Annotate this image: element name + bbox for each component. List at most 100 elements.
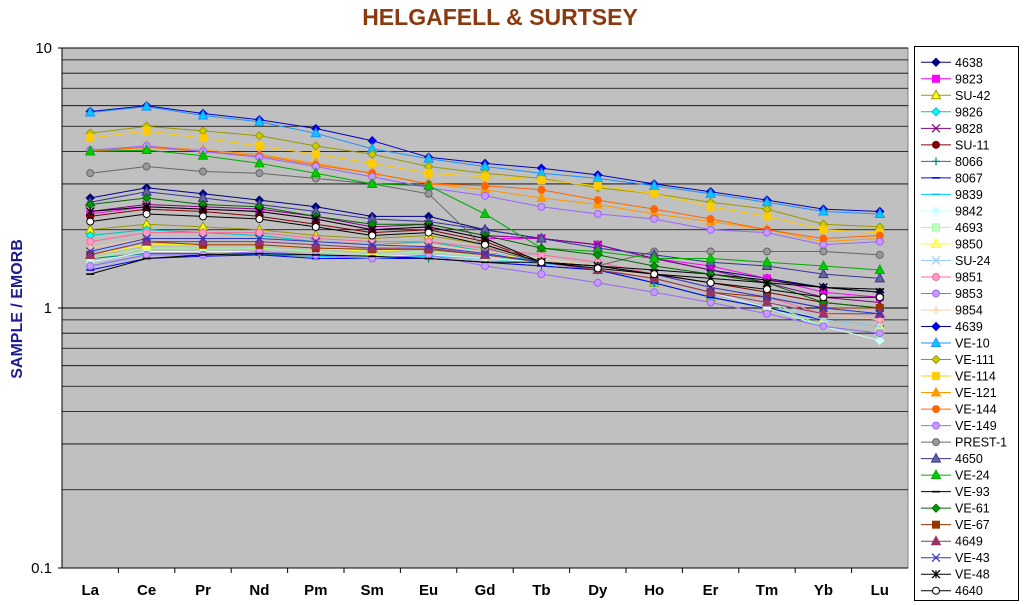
legend-item: 9839 xyxy=(921,188,983,202)
data-point xyxy=(593,250,603,260)
data-point xyxy=(367,149,377,160)
data-point xyxy=(536,191,547,202)
data-point xyxy=(763,247,771,256)
legend-marker xyxy=(932,438,940,447)
data-point xyxy=(311,237,321,247)
legend-label: 8067 xyxy=(955,171,983,185)
data-point xyxy=(198,234,208,243)
legend-label: VE-10 xyxy=(955,337,990,351)
data-point xyxy=(310,127,322,138)
legend-label: VE-24 xyxy=(955,469,990,483)
legend-label: VE-67 xyxy=(955,518,990,532)
legend-marker xyxy=(931,553,941,563)
x-tick-label: Lu xyxy=(871,582,889,599)
chart-legend: 4638 9823 SU-42 9826 9828 SU-11 8066 8067 9839 98… xyxy=(914,46,1019,601)
data-point xyxy=(874,207,886,218)
data-point xyxy=(199,167,207,176)
data-point xyxy=(481,181,489,190)
legend-marker xyxy=(930,336,942,348)
legend-marker xyxy=(932,520,940,529)
legend-item: VE-43 xyxy=(921,551,990,565)
data-point xyxy=(593,264,602,273)
x-tick-label: Ce xyxy=(137,582,156,599)
data-point xyxy=(818,259,829,271)
data-point xyxy=(481,240,489,249)
data-point xyxy=(367,240,377,250)
legend-label: 9826 xyxy=(955,105,983,119)
legend-marker xyxy=(932,405,940,414)
legend-item: SU-11 xyxy=(921,138,990,152)
data-point xyxy=(86,262,95,271)
legend-item: 9842 xyxy=(921,204,983,218)
chart-plot: 10 1 0.1 La Ce Pr Nd Pm Sm Eu Gd Tb Dy Ho Er Tm Yb Lu xyxy=(31,40,909,599)
legend-label: 9842 xyxy=(955,204,983,218)
x-tick-label: Nd xyxy=(249,582,269,599)
data-point xyxy=(481,262,489,271)
data-point xyxy=(706,278,715,287)
legend-label: 9850 xyxy=(955,237,983,251)
x-tick-label: Tm xyxy=(756,582,779,599)
legend-item: SU-42 xyxy=(921,89,990,103)
data-point xyxy=(649,261,659,271)
data-point xyxy=(198,204,208,214)
y-tick-label: 0.1 xyxy=(31,560,52,577)
legend-item: 9851 xyxy=(921,270,983,284)
legend-item: VE-67 xyxy=(921,518,990,532)
data-point xyxy=(311,214,321,224)
data-point xyxy=(142,234,152,243)
data-point xyxy=(424,189,433,198)
legend-label: VE-43 xyxy=(955,551,990,565)
legend-marker xyxy=(930,386,942,397)
x-tick-label: Yb xyxy=(814,582,833,599)
legend-item: VE-48 xyxy=(921,568,990,582)
data-point xyxy=(142,209,151,218)
legend-label: VE-111 xyxy=(955,353,995,367)
data-point xyxy=(481,191,489,200)
data-point xyxy=(84,145,96,156)
data-point xyxy=(875,309,885,319)
legend-item: PREST-1 xyxy=(921,436,1007,450)
legend-label: 8066 xyxy=(955,155,983,169)
data-point xyxy=(141,100,152,111)
legend-marker xyxy=(931,569,941,579)
legend-label: VE-93 xyxy=(955,485,990,499)
x-tick-label: Ho xyxy=(644,582,664,599)
legend-item: VE-111 xyxy=(921,353,995,367)
data-point xyxy=(761,296,773,307)
legend-marker xyxy=(930,469,942,480)
legend-marker xyxy=(931,503,941,513)
data-point xyxy=(818,268,829,279)
x-tick-label: Dy xyxy=(588,582,608,599)
data-point xyxy=(593,196,602,205)
data-point xyxy=(874,272,886,283)
x-tick-label: Sm xyxy=(361,582,384,599)
legend-marker xyxy=(931,123,941,133)
legend-item: VE-10 xyxy=(921,337,990,351)
data-point xyxy=(423,179,434,190)
legend-label: VE-61 xyxy=(955,502,990,516)
legend-label: VE-121 xyxy=(955,386,997,400)
legend-marker xyxy=(931,107,941,117)
legend-label: 9853 xyxy=(955,287,983,301)
series-VE-114 xyxy=(86,126,884,237)
data-point xyxy=(84,106,96,117)
data-point xyxy=(650,205,659,214)
legend-item: 9850 xyxy=(921,237,983,251)
legend-item: SU-24 xyxy=(921,254,990,268)
legend-label: SU-42 xyxy=(955,89,990,103)
data-point xyxy=(254,234,264,243)
data-point xyxy=(537,270,546,279)
data-point xyxy=(141,193,152,203)
data-point xyxy=(650,214,659,223)
data-point xyxy=(254,130,265,141)
legend-item: VE-121 xyxy=(921,386,997,400)
legend-label: 4638 xyxy=(955,56,983,70)
y-tick-label: 10 xyxy=(35,40,52,57)
data-point xyxy=(763,212,771,221)
legend-marker xyxy=(931,256,941,265)
x-tick-label: Pr xyxy=(195,582,211,599)
data-point xyxy=(818,205,829,216)
legend-label: VE-144 xyxy=(955,403,997,417)
legend-marker xyxy=(932,223,940,232)
data-point xyxy=(85,207,95,216)
